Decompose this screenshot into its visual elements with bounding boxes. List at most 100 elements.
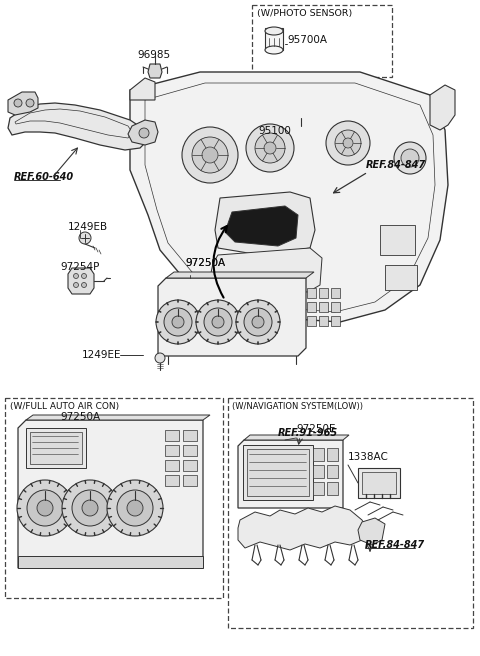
- Circle shape: [14, 99, 22, 107]
- Circle shape: [79, 232, 91, 244]
- Circle shape: [401, 149, 419, 167]
- Polygon shape: [68, 268, 94, 294]
- Bar: [18, 556, 203, 568]
- Polygon shape: [158, 278, 306, 356]
- Bar: [319, 302, 328, 312]
- Circle shape: [204, 308, 232, 336]
- Text: 97250A: 97250A: [185, 258, 225, 268]
- Bar: [30, 432, 82, 464]
- Bar: [165, 475, 179, 486]
- Text: REF.84-847: REF.84-847: [365, 540, 425, 550]
- Text: 96985: 96985: [137, 50, 170, 60]
- Circle shape: [62, 480, 118, 536]
- Bar: [327, 465, 338, 478]
- Polygon shape: [26, 415, 210, 420]
- Bar: [307, 288, 316, 298]
- Circle shape: [139, 128, 149, 138]
- Bar: [313, 448, 324, 461]
- Polygon shape: [210, 248, 322, 292]
- Bar: [319, 288, 328, 298]
- Ellipse shape: [293, 127, 309, 134]
- Circle shape: [335, 130, 361, 156]
- Ellipse shape: [265, 27, 283, 35]
- Polygon shape: [238, 440, 343, 508]
- Circle shape: [155, 353, 165, 363]
- Circle shape: [196, 300, 240, 344]
- Polygon shape: [430, 85, 455, 130]
- Bar: [313, 465, 324, 478]
- Text: REF.91-965: REF.91-965: [278, 428, 338, 438]
- Text: 1338AC: 1338AC: [348, 452, 389, 462]
- Text: 95700A: 95700A: [287, 35, 327, 45]
- Circle shape: [107, 480, 163, 536]
- Circle shape: [236, 300, 280, 344]
- Polygon shape: [128, 120, 158, 145]
- Circle shape: [172, 316, 184, 328]
- Text: 97250A: 97250A: [185, 258, 225, 268]
- Bar: [265, 28, 283, 50]
- Bar: [183, 475, 197, 486]
- Circle shape: [27, 490, 63, 526]
- Ellipse shape: [265, 46, 283, 54]
- Bar: [380, 225, 415, 255]
- Polygon shape: [18, 420, 203, 568]
- Text: (W/FULL AUTO AIR CON): (W/FULL AUTO AIR CON): [10, 402, 119, 411]
- Circle shape: [156, 300, 200, 344]
- Circle shape: [37, 500, 53, 516]
- Polygon shape: [8, 92, 38, 115]
- Text: REF.84-847: REF.84-847: [366, 160, 426, 170]
- Ellipse shape: [293, 144, 309, 152]
- Text: (W/PHOTO SENSOR): (W/PHOTO SENSOR): [257, 9, 352, 18]
- Circle shape: [212, 316, 224, 328]
- Polygon shape: [225, 206, 298, 246]
- Text: 95100: 95100: [259, 126, 291, 136]
- Circle shape: [82, 283, 86, 287]
- Polygon shape: [166, 272, 314, 278]
- Circle shape: [73, 283, 79, 287]
- Circle shape: [255, 133, 285, 163]
- Bar: [307, 316, 316, 326]
- Circle shape: [127, 500, 143, 516]
- Bar: [358, 468, 400, 498]
- Polygon shape: [358, 518, 385, 545]
- Circle shape: [343, 138, 353, 148]
- Bar: [247, 449, 309, 496]
- Circle shape: [17, 480, 73, 536]
- Bar: [385, 265, 417, 290]
- Circle shape: [82, 500, 98, 516]
- Bar: [183, 460, 197, 471]
- Polygon shape: [244, 435, 349, 440]
- Circle shape: [26, 99, 34, 107]
- Bar: [327, 482, 338, 495]
- Bar: [183, 430, 197, 441]
- Circle shape: [252, 316, 264, 328]
- Circle shape: [326, 121, 370, 165]
- Polygon shape: [148, 64, 162, 78]
- Bar: [331, 316, 340, 326]
- Bar: [228, 398, 473, 628]
- Text: 1249EE: 1249EE: [82, 350, 121, 360]
- Text: 1249EB: 1249EB: [68, 222, 108, 232]
- Bar: [165, 430, 179, 441]
- Bar: [243, 445, 313, 500]
- Bar: [293, 128, 309, 148]
- Bar: [26, 428, 86, 468]
- Bar: [362, 472, 396, 494]
- Polygon shape: [8, 103, 148, 150]
- Bar: [5, 398, 223, 598]
- Circle shape: [73, 274, 79, 279]
- Circle shape: [164, 308, 192, 336]
- Bar: [165, 460, 179, 471]
- Bar: [165, 445, 179, 456]
- Bar: [252, 5, 392, 77]
- Circle shape: [394, 142, 426, 174]
- Text: 97254P: 97254P: [60, 262, 99, 272]
- Circle shape: [246, 124, 294, 172]
- Bar: [327, 448, 338, 461]
- Polygon shape: [130, 72, 448, 322]
- Circle shape: [72, 490, 108, 526]
- Bar: [331, 302, 340, 312]
- Polygon shape: [130, 78, 155, 100]
- Bar: [319, 316, 328, 326]
- Text: 97250A: 97250A: [60, 412, 100, 422]
